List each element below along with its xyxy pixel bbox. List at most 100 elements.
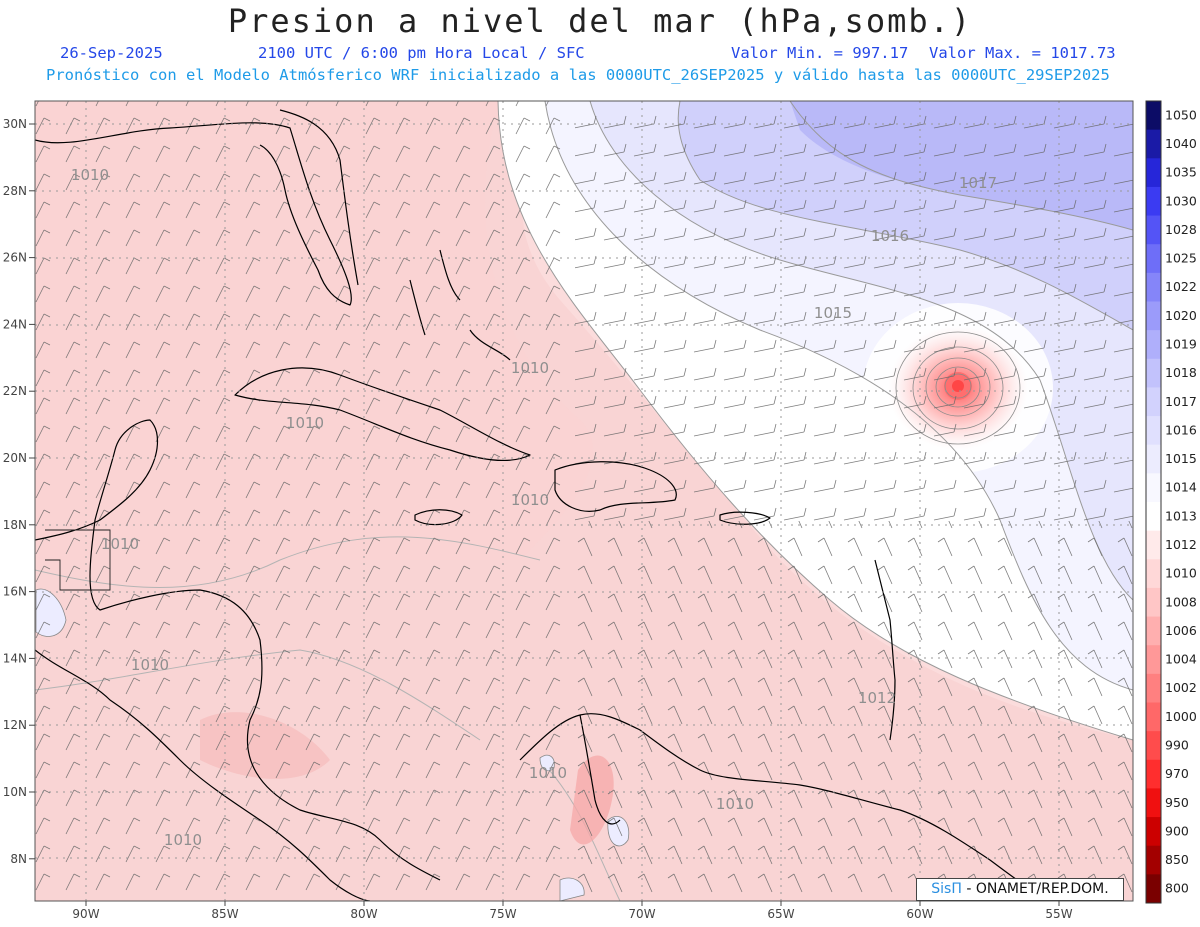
credit-brand: SisΠ xyxy=(931,881,962,897)
colorbar-label: 1025 xyxy=(1165,251,1197,266)
colorbar-swatch xyxy=(1146,101,1161,131)
colorbar-label: 1018 xyxy=(1165,365,1197,380)
colorbar-swatch xyxy=(1146,817,1161,847)
map-frame xyxy=(34,100,1134,902)
lat-tick-label: 22N xyxy=(3,384,27,398)
lon-tick-label: 75W xyxy=(489,907,516,921)
colorbar-swatch xyxy=(1146,186,1161,217)
colorbar-label: 970 xyxy=(1165,766,1189,781)
credit-text: - ONAMET/REP.DOM. xyxy=(966,881,1109,897)
lat-tick-label: 28N xyxy=(3,184,27,198)
colorbar-label: 1022 xyxy=(1165,279,1197,294)
map-title: Presion a nivel del mar (hPa,somb.) xyxy=(227,2,973,40)
contour-label: 1010 xyxy=(131,656,169,674)
lat-tick-label: 30N xyxy=(3,117,27,131)
colorbar-swatch xyxy=(1146,358,1161,388)
contour-label: 1017 xyxy=(959,174,997,192)
contour-label: 1010 xyxy=(71,166,109,184)
colorbar-swatch xyxy=(1146,702,1161,732)
lon-tick-label: 60W xyxy=(906,907,933,921)
colorbar-label: 1014 xyxy=(1165,480,1197,495)
lat-tick-label: 16N xyxy=(3,585,27,599)
colorbar-frame xyxy=(1145,100,1162,904)
colorbar-label: 1017 xyxy=(1165,394,1197,409)
lat-tick-label: 26N xyxy=(3,251,27,265)
colorbar-swatch xyxy=(1146,530,1161,560)
credit-box: SisΠ - ONAMET/REP.DOM. xyxy=(916,878,1124,901)
colorbar-label: 1050 xyxy=(1165,107,1197,122)
contour-label: 1015 xyxy=(814,304,852,322)
colorbar-label: 1035 xyxy=(1165,165,1197,180)
colorbar-label: 1019 xyxy=(1165,336,1197,351)
lon-tick-label: 85W xyxy=(211,907,238,921)
colorbar-label: 1013 xyxy=(1165,508,1197,523)
colorbar-label: 1030 xyxy=(1165,193,1197,208)
contour-label: 1012 xyxy=(858,689,896,707)
colorbar-label: 1006 xyxy=(1165,623,1197,638)
lat-tick-label: 20N xyxy=(3,451,27,465)
colorbar-label: 1040 xyxy=(1165,136,1197,151)
colorbar-swatch xyxy=(1146,444,1161,474)
lat-tick-label: 12N xyxy=(3,718,27,732)
colorbar-swatch xyxy=(1146,673,1161,703)
colorbar-swatch xyxy=(1146,874,1161,904)
colorbar-label: 1020 xyxy=(1165,308,1197,323)
colorbar-swatch xyxy=(1146,645,1161,675)
lon-tick-label: 90W xyxy=(72,907,99,921)
forecast-time: 2100 UTC / 6:00 pm Hora Local / SFC xyxy=(258,44,585,62)
contour-labels: 1010 1010 1010 1010 1010 1010 1010 1010 1010 1012… xyxy=(71,166,997,849)
max-value: Valor Max. = 1017.73 xyxy=(929,44,1116,62)
lat-tick-label: 8N xyxy=(10,852,27,866)
colorbar-swatch xyxy=(1146,244,1161,274)
colorbar-swatch xyxy=(1146,845,1161,875)
contour-label: 1010 xyxy=(511,491,549,509)
contour-label: 1010 xyxy=(101,535,139,553)
contour-label: 1016 xyxy=(871,227,909,245)
contour-label: 1010 xyxy=(529,764,567,782)
colorbar-swatch xyxy=(1146,587,1161,618)
lon-tick-label: 65W xyxy=(767,907,794,921)
colorbar-swatch xyxy=(1146,272,1161,302)
forecast-subtitle: Pronóstico con el Modelo Atmósferico WRF… xyxy=(46,66,1110,84)
colorbar-swatch xyxy=(1146,387,1161,417)
colorbar-label: 900 xyxy=(1165,823,1189,838)
colorbar-label: 1028 xyxy=(1165,222,1197,237)
colorbar-swatch xyxy=(1146,301,1161,331)
colorbar-label: 1000 xyxy=(1165,709,1197,724)
colorbar-label: 800 xyxy=(1165,881,1189,896)
forecast-date: 26-Sep-2025 xyxy=(60,44,163,62)
map-field xyxy=(35,101,1133,901)
colorbar-label: 850 xyxy=(1165,852,1189,867)
colorbar-label: 1012 xyxy=(1165,537,1197,552)
lon-tick-label: 80W xyxy=(350,907,377,921)
colorbar-swatch xyxy=(1146,330,1161,360)
min-value: Valor Min. = 997.17 xyxy=(731,44,909,62)
colorbar-swatch xyxy=(1146,473,1161,503)
colorbar-label: 1004 xyxy=(1165,652,1197,667)
colorbar-swatch xyxy=(1146,215,1161,245)
colorbar-swatch xyxy=(1146,616,1161,646)
colorbar-swatch xyxy=(1146,559,1161,589)
lon-tick-label: 55W xyxy=(1045,907,1072,921)
colorbar-swatch xyxy=(1146,416,1161,446)
contour-label: 1010 xyxy=(286,414,324,432)
colorbar-swatch xyxy=(1146,502,1161,532)
colorbar-label: 1010 xyxy=(1165,566,1197,581)
lat-tick-label: 10N xyxy=(3,785,27,799)
colorbar-swatch xyxy=(1146,158,1161,188)
contour-label: 1010 xyxy=(164,831,202,849)
colorbar-label: 1002 xyxy=(1165,680,1197,695)
colorbar-swatch xyxy=(1146,129,1161,159)
latitude-axis: 30N 28N 26N 24N 22N 20N 18N 16N 14N 12N 10N 8N xyxy=(3,117,35,866)
lat-tick-label: 14N xyxy=(3,651,27,665)
longitude-axis: 90W 85W 80W 75W 70W 65W 60W 55W xyxy=(72,901,1073,921)
colorbar-label: 1008 xyxy=(1165,594,1197,609)
colorbar-label: 1016 xyxy=(1165,422,1197,437)
colorbar-label: 990 xyxy=(1165,737,1189,752)
contour-label: 1010 xyxy=(511,359,549,377)
colorbar: 1050 1040 1035 1030 1028 1025 1022 1020 1019 1018… xyxy=(1145,100,1197,904)
colorbar-swatch xyxy=(1146,759,1161,789)
colorbar-swatch xyxy=(1146,788,1161,818)
lat-tick-label: 24N xyxy=(3,317,27,331)
